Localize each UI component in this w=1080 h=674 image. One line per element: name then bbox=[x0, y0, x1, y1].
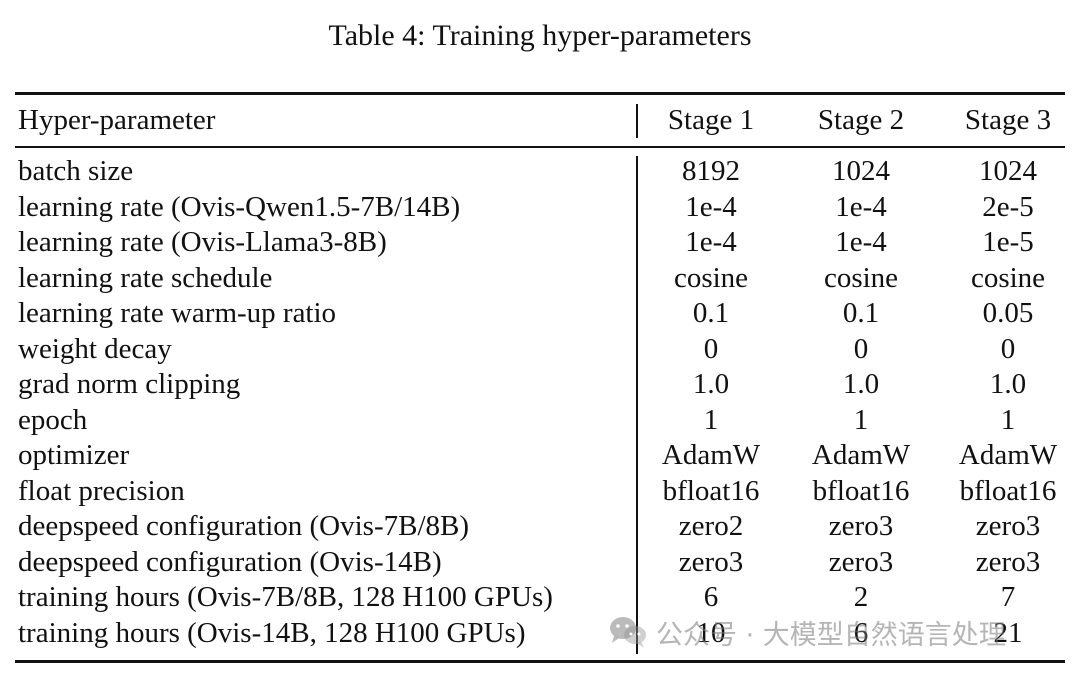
cell-stage-3: bfloat16 bbox=[959, 474, 1057, 507]
cell-stage-1: zero2 bbox=[678, 510, 744, 542]
header-rule bbox=[15, 146, 1065, 148]
table-row: deepspeed configuration (Ovis-7B/8B) zer… bbox=[18, 509, 1080, 545]
cell-stage-1: zero3 bbox=[678, 545, 744, 578]
row-label: training hours (Ovis-7B/8B, 128 H100 GPU… bbox=[18, 581, 553, 613]
cell-stage-2: 1024 bbox=[832, 155, 890, 187]
cell-stage-3: 7 bbox=[1000, 581, 1016, 613]
cell-stage-1: AdamW bbox=[661, 439, 761, 471]
table-row: learning rate (Ovis-Llama3-8B) 1e-4 1e-4… bbox=[18, 225, 1080, 261]
table-row: deepspeed configuration (Ovis-14B) zero3… bbox=[18, 545, 1080, 581]
cell-stage-1: 10 bbox=[696, 616, 726, 649]
header-stage-1: Stage 1 bbox=[667, 104, 755, 136]
cell-stage-1: 0.1 bbox=[692, 297, 730, 329]
table-row: learning rate (Ovis-Qwen1.5-7B/14B) 1e-4… bbox=[18, 190, 1080, 226]
cell-stage-3: 0.05 bbox=[982, 297, 1034, 329]
cell-stage-3: 1024 bbox=[979, 155, 1037, 187]
cell-stage-3: zero3 bbox=[975, 545, 1041, 578]
cell-stage-3: cosine bbox=[970, 261, 1046, 294]
cell-stage-1: 1e-4 bbox=[685, 190, 737, 223]
row-label: learning rate (Ovis-Llama3-8B) bbox=[18, 226, 387, 258]
table-row: training hours (Ovis-7B/8B, 128 H100 GPU… bbox=[18, 580, 1080, 616]
row-label: epoch bbox=[18, 403, 88, 436]
cell-stage-2: zero3 bbox=[828, 545, 894, 578]
cell-stage-3: 1e-5 bbox=[982, 226, 1034, 258]
bottom-rule bbox=[15, 660, 1065, 663]
row-label: float precision bbox=[18, 474, 185, 507]
row-label: learning rate schedule bbox=[18, 261, 273, 294]
table-body: batch size 8192 1024 1024 learning rate … bbox=[18, 154, 1080, 651]
row-label: deepspeed configuration (Ovis-14B) bbox=[18, 545, 442, 578]
cell-stage-2: 6 bbox=[853, 616, 869, 649]
cell-stage-1: 1.0 bbox=[692, 368, 730, 400]
table-caption: Table 4: Training hyper-parameters bbox=[328, 19, 752, 52]
cell-stage-3: AdamW bbox=[958, 439, 1058, 471]
table-row: grad norm clipping 1.0 1.0 1.0 bbox=[18, 367, 1080, 403]
cell-stage-2: AdamW bbox=[811, 439, 911, 471]
header-column-divider bbox=[636, 104, 638, 138]
cell-stage-2: cosine bbox=[823, 261, 899, 294]
table-row: learning rate warm-up ratio 0.1 0.1 0.05 bbox=[18, 296, 1080, 332]
cell-stage-2: 2 bbox=[853, 581, 869, 613]
table-row: batch size 8192 1024 1024 bbox=[18, 154, 1080, 190]
table-row: float precision bfloat16 bfloat16 bfloat… bbox=[18, 474, 1080, 510]
cell-stage-1: cosine bbox=[673, 261, 749, 294]
cell-stage-2: 1.0 bbox=[842, 368, 880, 400]
table-row: training hours (Ovis-14B, 128 H100 GPUs)… bbox=[18, 616, 1080, 652]
cell-stage-2: bfloat16 bbox=[812, 474, 910, 507]
cell-stage-2: 0 bbox=[853, 332, 869, 365]
cell-stage-3: 21 bbox=[993, 616, 1023, 649]
row-label: training hours (Ovis-14B, 128 H100 GPUs) bbox=[18, 616, 526, 649]
row-label: batch size bbox=[18, 155, 134, 187]
cell-stage-2: 1e-4 bbox=[835, 226, 887, 258]
table-row: epoch 1 1 1 bbox=[18, 403, 1080, 439]
cell-stage-2: 1 bbox=[853, 403, 869, 436]
cell-stage-3: 1 bbox=[1000, 403, 1016, 436]
cell-stage-3: 0 bbox=[1000, 332, 1016, 365]
body-column-divider bbox=[636, 156, 638, 654]
cell-stage-3: zero3 bbox=[975, 510, 1041, 542]
table-row: weight decay 0 0 0 bbox=[18, 332, 1080, 368]
cell-stage-1: 1e-4 bbox=[685, 226, 737, 258]
row-label: weight decay bbox=[18, 332, 172, 365]
row-label: deepspeed configuration (Ovis-7B/8B) bbox=[18, 510, 470, 542]
cell-stage-3: 1.0 bbox=[989, 368, 1027, 400]
header-row: Hyper-parameter Stage 1 Stage 2 Stage 3 bbox=[18, 100, 1080, 140]
row-label: learning rate warm-up ratio bbox=[18, 297, 337, 329]
cell-stage-1: bfloat16 bbox=[662, 474, 760, 507]
cell-stage-1: 6 bbox=[703, 581, 719, 613]
top-rule bbox=[15, 92, 1065, 95]
table-row: optimizer AdamW AdamW AdamW bbox=[18, 438, 1080, 474]
cell-stage-1: 1 bbox=[703, 403, 719, 436]
header-hyper-parameter: Hyper-parameter bbox=[18, 104, 216, 136]
table-header: Hyper-parameter Stage 1 Stage 2 Stage 3 bbox=[18, 100, 1080, 140]
header-stage-2: Stage 2 bbox=[817, 104, 905, 136]
row-label: optimizer bbox=[18, 439, 130, 471]
header-stage-3: Stage 3 bbox=[964, 104, 1052, 136]
cell-stage-2: 0.1 bbox=[842, 297, 880, 329]
table-row: learning rate schedule cosine cosine cos… bbox=[18, 261, 1080, 297]
cell-stage-1: 8192 bbox=[682, 155, 740, 187]
row-label: grad norm clipping bbox=[18, 368, 241, 400]
cell-stage-2: 1e-4 bbox=[835, 190, 887, 223]
cell-stage-1: 0 bbox=[703, 332, 719, 365]
row-label: learning rate (Ovis-Qwen1.5-7B/14B) bbox=[18, 190, 461, 223]
cell-stage-2: zero3 bbox=[828, 510, 894, 542]
cell-stage-3: 2e-5 bbox=[982, 190, 1034, 223]
